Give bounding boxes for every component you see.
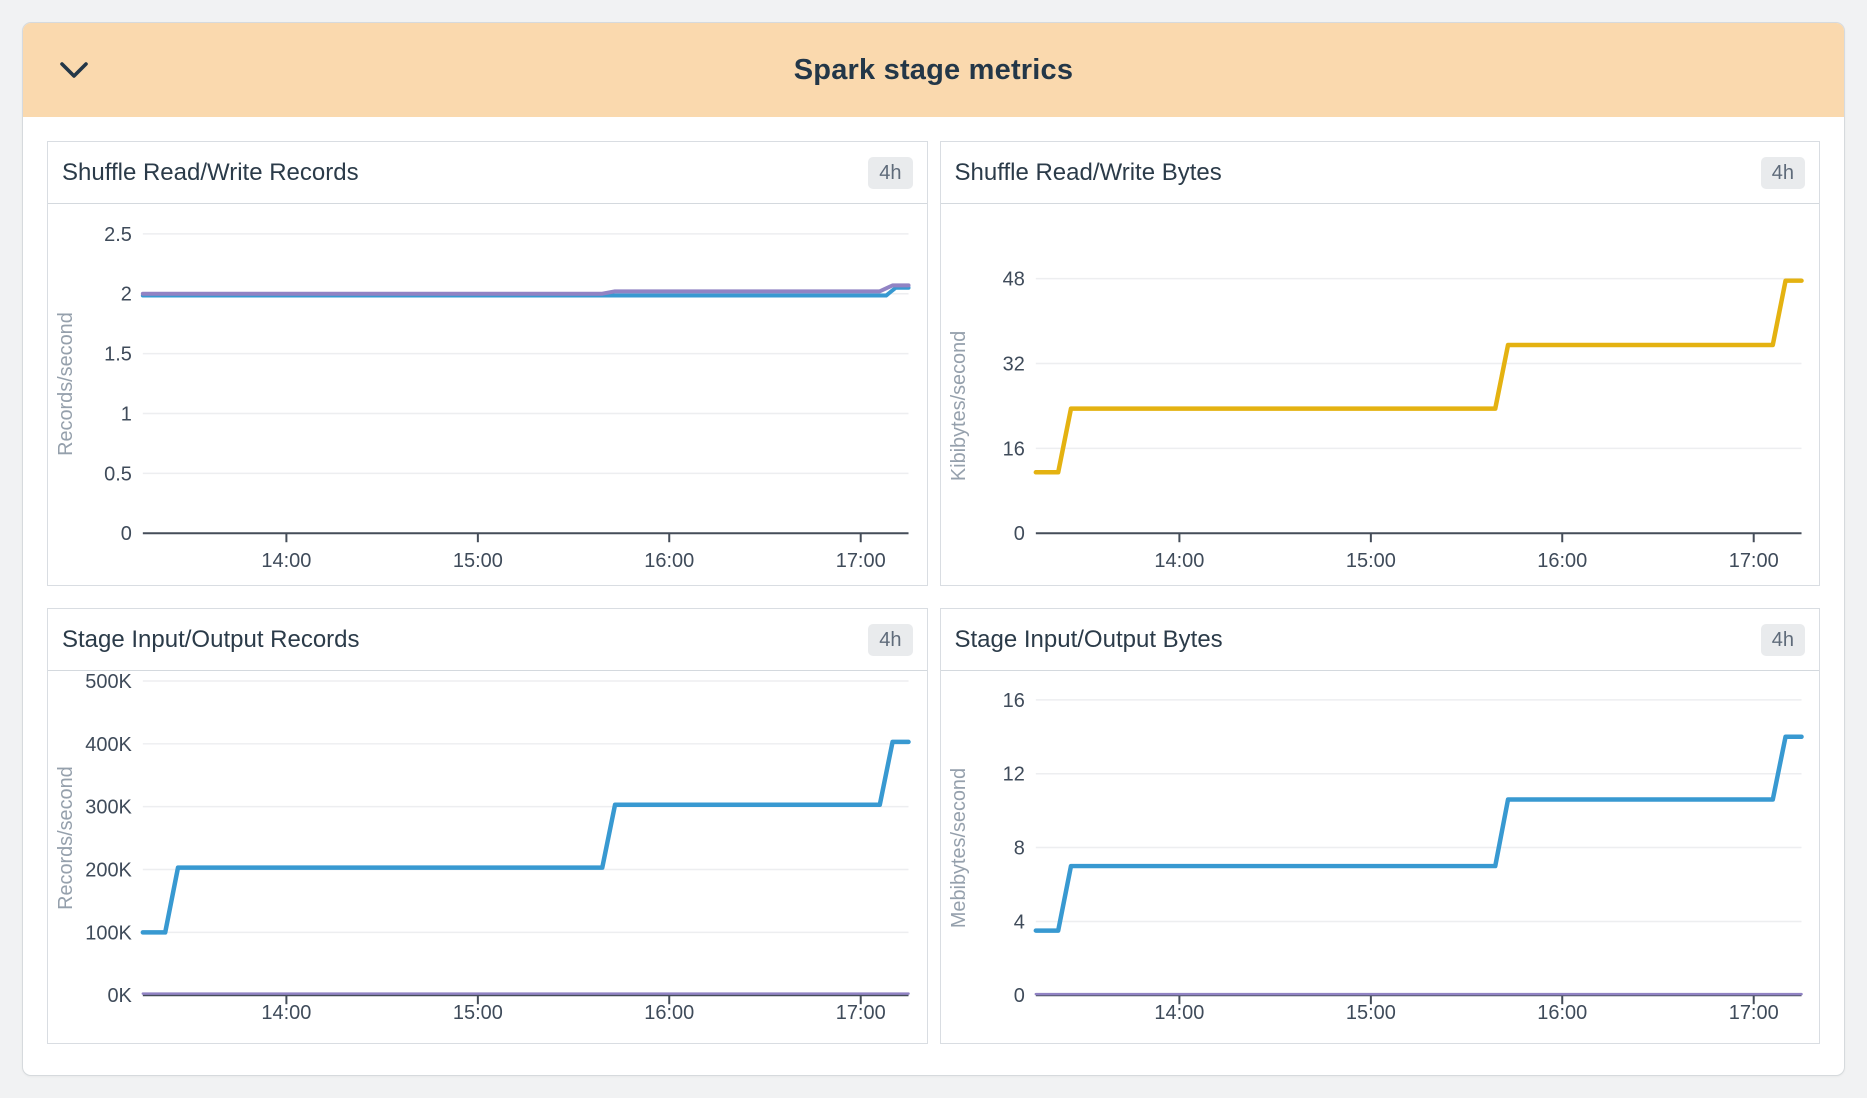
svg-text:16:00: 16:00 <box>644 1002 694 1024</box>
svg-text:14:00: 14:00 <box>261 1002 311 1024</box>
time-range-badge: 4h <box>868 623 913 656</box>
svg-text:17:00: 17:00 <box>1728 550 1778 572</box>
widget-collapse-header[interactable]: Spark stage metrics <box>23 23 1844 117</box>
svg-text:16: 16 <box>1002 690 1024 712</box>
svg-text:500K: 500K <box>85 671 132 693</box>
chart-plot-stage-bytes[interactable]: 0 4 8 12 16 Mebibytes/second 14:00 15:00 16:00 17… <box>941 671 1820 1043</box>
svg-text:15:00: 15:00 <box>453 1002 503 1024</box>
svg-text:14:00: 14:00 <box>1154 1002 1204 1024</box>
charts-grid: Shuffle Read/Write Records 4h 0 0.5 1 1.5 2 2.5… <box>23 117 1844 1044</box>
svg-text:300K: 300K <box>85 797 132 819</box>
chart-plot-shuffle-bytes[interactable]: 0 16 32 48 Kibibytes/second 14:00 15:00 16:00 17… <box>941 204 1820 585</box>
chart-plot-stage-records[interactable]: 0K 100K 200K 300K 400K 500K Records/second 14:0… <box>48 671 927 1043</box>
chart-title-stage-records: Stage Input/Output Records <box>62 625 360 653</box>
chart-panel-header: Stage Input/Output Bytes 4h <box>940 609 1819 671</box>
svg-text:0: 0 <box>1013 985 1024 1007</box>
chevron-down-icon[interactable] <box>59 60 89 80</box>
svg-text:Mebibytes/second: Mebibytes/second <box>947 768 969 928</box>
svg-text:16: 16 <box>1002 438 1024 460</box>
svg-text:1.5: 1.5 <box>104 344 132 366</box>
svg-text:12: 12 <box>1002 764 1024 786</box>
chart-title-shuffle-records: Shuffle Read/Write Records <box>62 158 359 186</box>
svg-text:48: 48 <box>1002 269 1024 291</box>
svg-text:14:00: 14:00 <box>261 550 311 572</box>
svg-text:8: 8 <box>1013 838 1024 860</box>
chart-panel-shuffle-bytes: Shuffle Read/Write Bytes 4h 0 16 32 48 Kibibyt… <box>939 141 1820 586</box>
svg-text:16:00: 16:00 <box>1537 550 1587 572</box>
chart-title-shuffle-bytes: Shuffle Read/Write Bytes <box>954 158 1222 186</box>
svg-text:2.5: 2.5 <box>104 224 132 246</box>
svg-text:0: 0 <box>1013 523 1024 545</box>
shuffle-write-records-line <box>140 283 911 296</box>
chart-panel-stage-records: Stage Input/Output Records 4h 0K 100K 200K 30… <box>47 608 928 1044</box>
chart-title-stage-bytes: Stage Input/Output Bytes <box>954 625 1223 653</box>
svg-text:15:00: 15:00 <box>1345 1002 1395 1024</box>
svg-text:14:00: 14:00 <box>1154 550 1204 572</box>
shuffle-write-bytes-line <box>1033 278 1804 475</box>
chart-plot-shuffle-records[interactable]: 0 0.5 1 1.5 2 2.5 Records/second 14:00 15:00 16:0… <box>48 204 927 585</box>
chart-panel-header: Stage Input/Output Records 4h <box>48 609 927 671</box>
svg-text:Kibibytes/second: Kibibytes/second <box>947 331 969 481</box>
svg-text:Records/second: Records/second <box>55 312 77 456</box>
svg-text:Records/second: Records/second <box>55 766 77 910</box>
svg-text:17:00: 17:00 <box>836 1002 886 1024</box>
svg-text:4: 4 <box>1013 911 1024 933</box>
svg-text:100K: 100K <box>85 922 132 944</box>
svg-text:400K: 400K <box>85 734 132 756</box>
chart-panel-header: Shuffle Read/Write Bytes 4h <box>940 142 1819 204</box>
svg-text:17:00: 17:00 <box>1728 1002 1778 1024</box>
svg-text:200K: 200K <box>85 860 132 882</box>
chart-panel-stage-bytes: Stage Input/Output Bytes 4h 0 4 8 12 16 Mebibyt… <box>939 608 1820 1044</box>
stage-input-records-line <box>140 739 911 935</box>
svg-text:17:00: 17:00 <box>836 550 886 572</box>
svg-text:0: 0 <box>121 523 132 545</box>
svg-text:32: 32 <box>1002 353 1024 375</box>
stage-input-bytes-line <box>1033 734 1804 933</box>
time-range-badge: 4h <box>868 156 913 189</box>
svg-text:1: 1 <box>121 403 132 425</box>
chart-panel-shuffle-records: Shuffle Read/Write Records 4h 0 0.5 1 1.5 2 2.5… <box>47 141 928 586</box>
svg-text:2: 2 <box>121 284 132 306</box>
svg-text:0.5: 0.5 <box>104 463 132 485</box>
widget-title: Spark stage metrics <box>793 53 1074 86</box>
svg-text:16:00: 16:00 <box>1537 1002 1587 1024</box>
svg-text:15:00: 15:00 <box>453 550 503 572</box>
svg-text:15:00: 15:00 <box>1345 550 1395 572</box>
time-range-badge: 4h <box>1760 156 1805 189</box>
spark-stage-metrics-widget: Spark stage metrics Shuffle Read/Write R… <box>22 22 1845 1076</box>
chart-panel-header: Shuffle Read/Write Records 4h <box>48 142 927 204</box>
svg-text:0K: 0K <box>107 985 132 1007</box>
svg-text:16:00: 16:00 <box>644 550 694 572</box>
time-range-badge: 4h <box>1760 623 1805 656</box>
